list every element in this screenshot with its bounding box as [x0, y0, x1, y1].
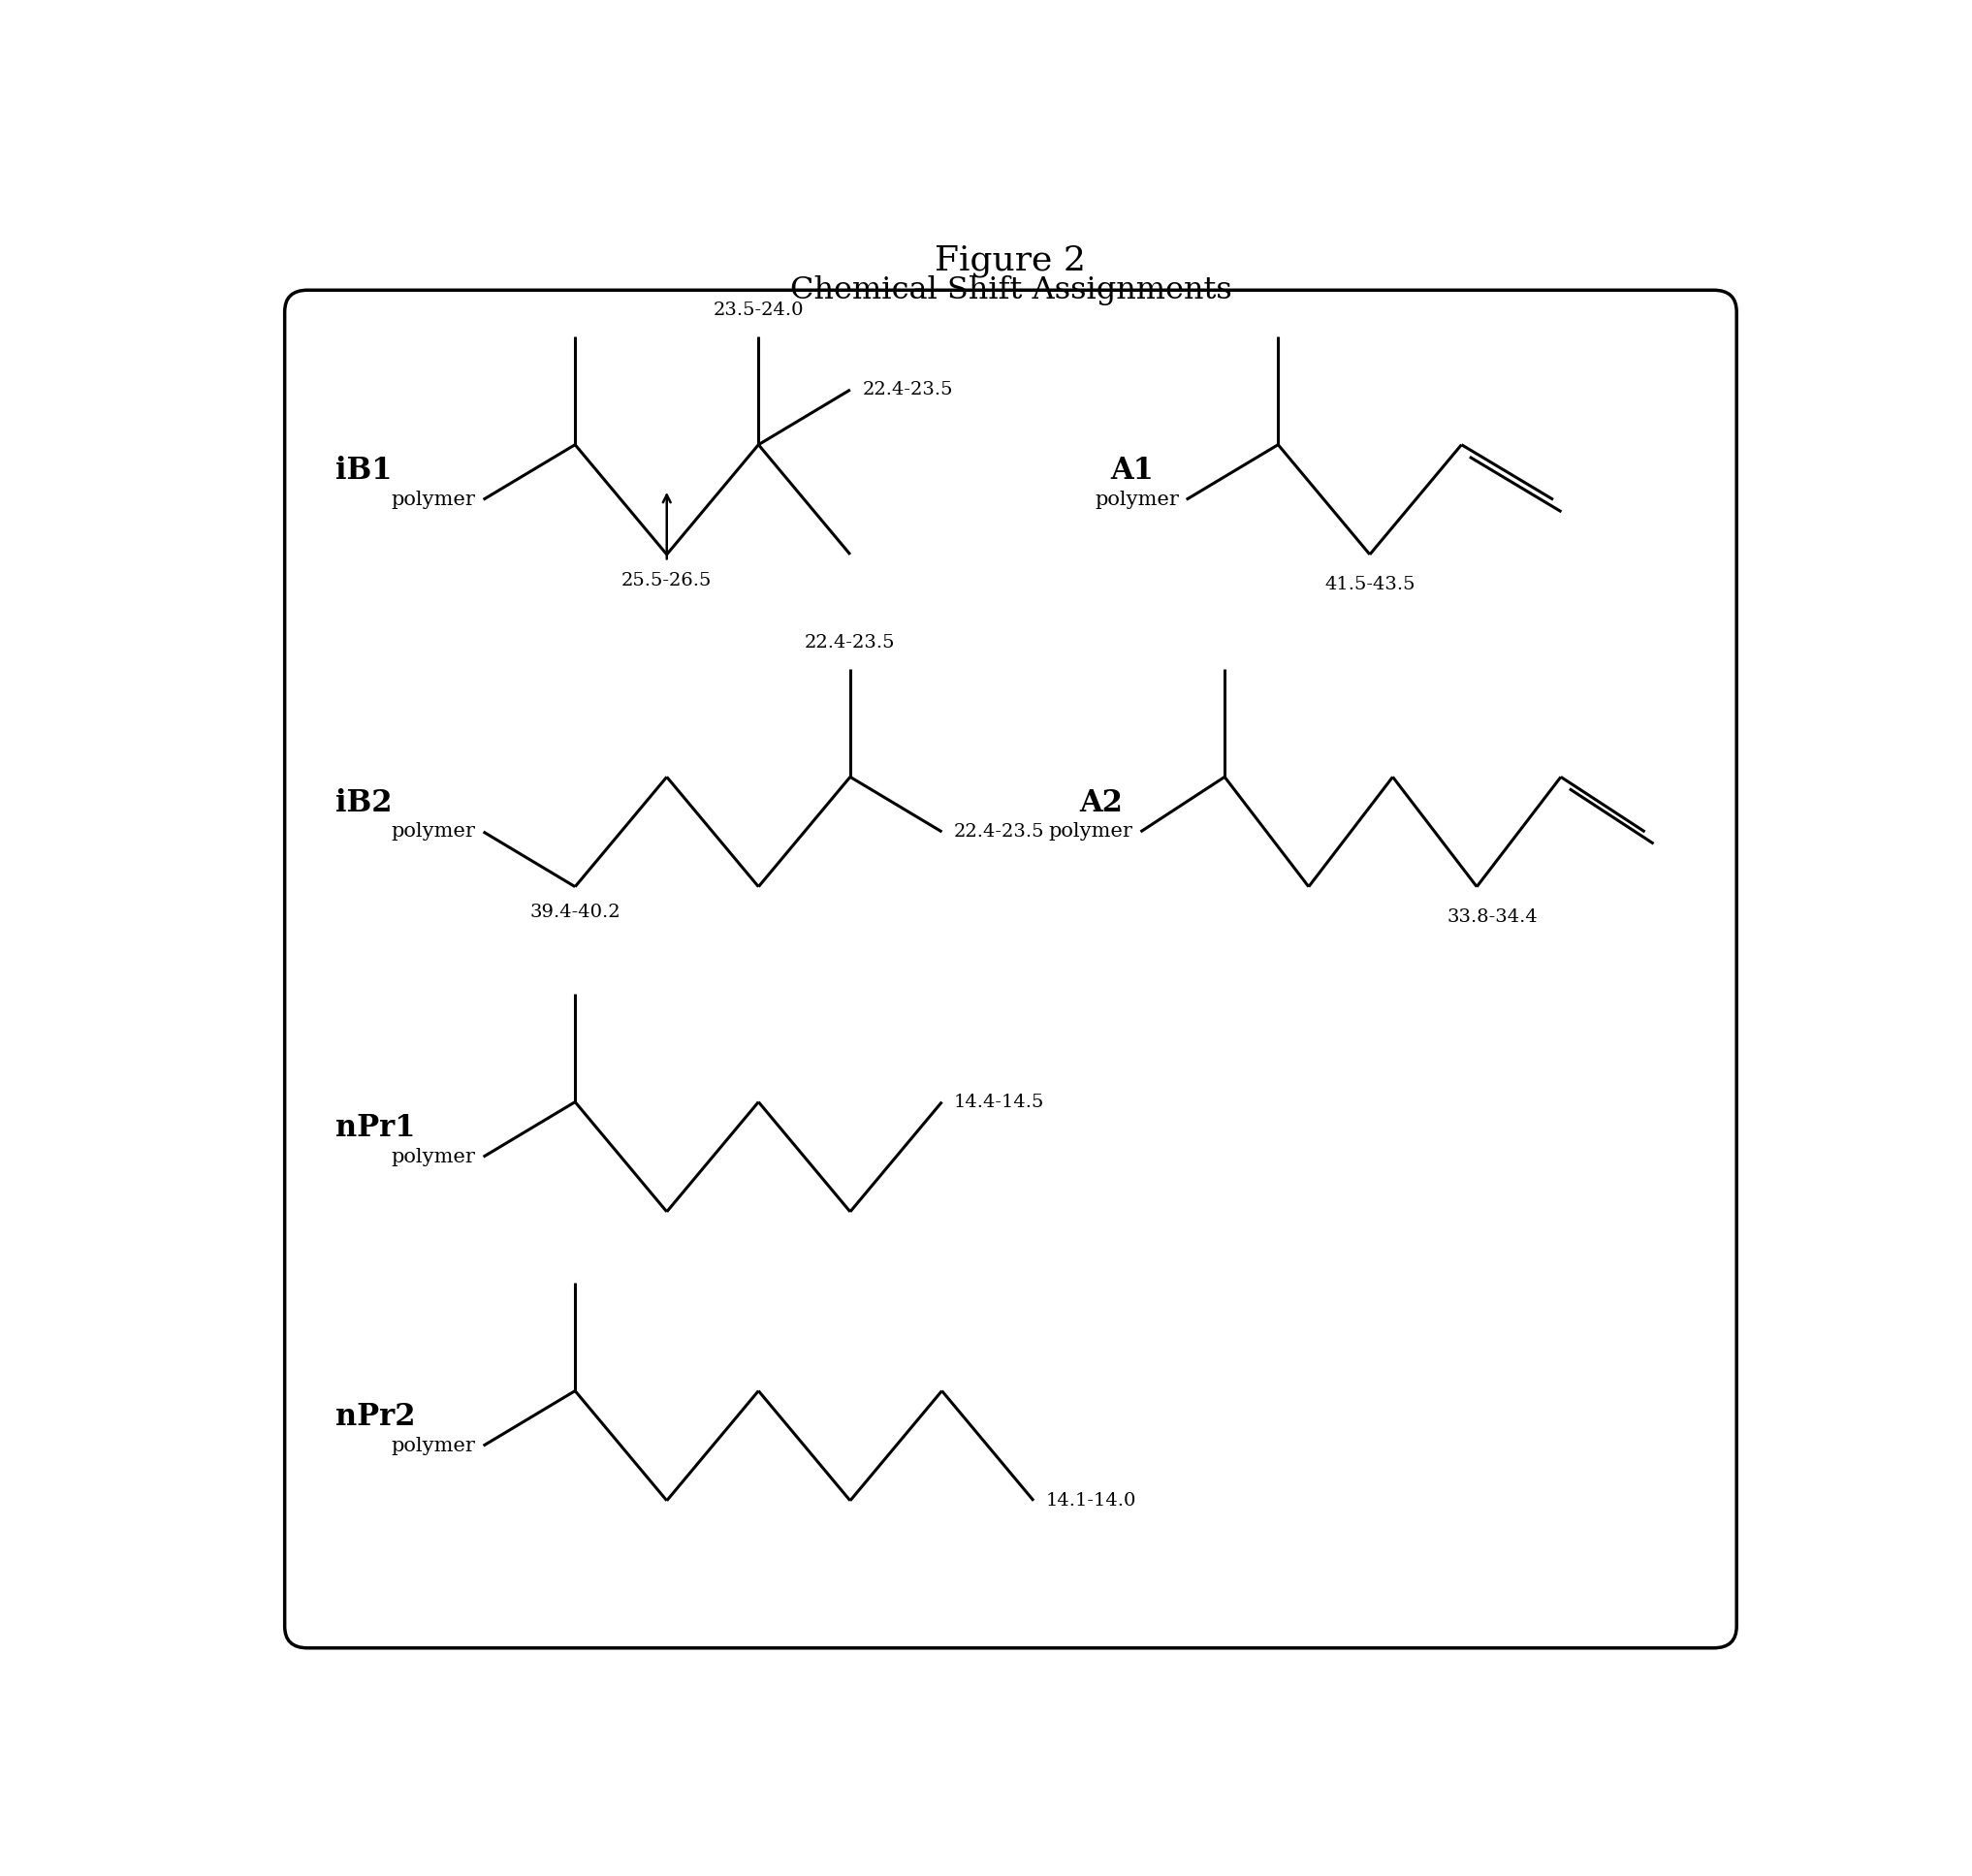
FancyBboxPatch shape: [284, 291, 1737, 1647]
Text: polymer: polymer: [1094, 490, 1179, 508]
Text: polymer: polymer: [392, 1148, 475, 1167]
Text: A1: A1: [1110, 456, 1154, 486]
Text: iB1: iB1: [335, 456, 392, 486]
Text: 23.5-24.0: 23.5-24.0: [714, 302, 805, 319]
Text: 25.5-26.5: 25.5-26.5: [621, 572, 712, 589]
Text: A2: A2: [1079, 788, 1122, 818]
Text: polymer: polymer: [392, 1437, 475, 1456]
Text: 22.4-23.5: 22.4-23.5: [862, 381, 952, 398]
Text: 14.4-14.5: 14.4-14.5: [954, 1094, 1045, 1111]
Text: 14.1-14.0: 14.1-14.0: [1045, 1491, 1136, 1510]
Text: polymer: polymer: [392, 822, 475, 840]
Text: iB2: iB2: [335, 788, 392, 818]
Text: nPr1: nPr1: [335, 1112, 414, 1142]
Text: 39.4-40.2: 39.4-40.2: [530, 904, 621, 921]
Text: 22.4-23.5: 22.4-23.5: [954, 824, 1045, 840]
Text: polymer: polymer: [1049, 822, 1132, 840]
Text: 22.4-23.5: 22.4-23.5: [805, 634, 895, 651]
Text: 33.8-34.4: 33.8-34.4: [1447, 908, 1538, 927]
Text: Figure 2: Figure 2: [935, 244, 1087, 278]
Text: polymer: polymer: [392, 490, 475, 508]
Text: Chemical Shift Assignments: Chemical Shift Assignments: [789, 276, 1232, 306]
Text: nPr2: nPr2: [335, 1401, 416, 1431]
Text: 41.5-43.5: 41.5-43.5: [1325, 576, 1416, 593]
